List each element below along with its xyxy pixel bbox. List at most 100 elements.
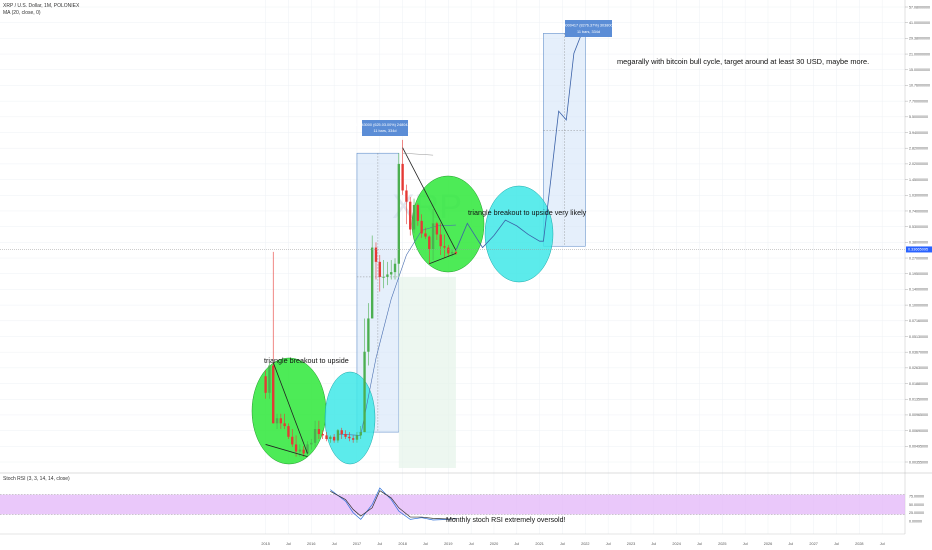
- price-label: 0.53000000: [909, 225, 928, 229]
- candle-body: [355, 435, 359, 440]
- symbol-header: XRP / U.S. Dollar, 1M, POLONIEX: [3, 3, 80, 9]
- measure-label-2-line2: 11 bars, 334d: [577, 30, 600, 34]
- candle-body: [386, 274, 389, 277]
- candle: [355, 432, 359, 443]
- candle-body: [431, 223, 435, 249]
- candle-body: [397, 163, 400, 264]
- candle: [306, 441, 309, 457]
- candle-body: [435, 223, 439, 235]
- candle-body: [294, 444, 298, 452]
- price-label: 0.03670000: [909, 350, 928, 354]
- candle: [386, 261, 389, 286]
- trendline-2-lower: [429, 253, 457, 265]
- time-label: Jul: [606, 542, 611, 546]
- candle: [424, 227, 427, 239]
- candle: [340, 427, 343, 439]
- candle-body: [317, 428, 321, 435]
- candle-body: [306, 444, 309, 454]
- time-label: Jul: [697, 542, 702, 546]
- candle-body: [268, 365, 271, 393]
- candle: [363, 318, 366, 433]
- annotation-target: megarally with bitcoin bull cycle, targe…: [617, 57, 869, 66]
- candle-body: [321, 434, 324, 436]
- price-label: 0.07160000: [909, 319, 928, 323]
- candle-body: [370, 247, 374, 319]
- candle-body: [348, 436, 351, 439]
- price-label: 0.00690000: [909, 429, 928, 433]
- candle: [431, 209, 435, 261]
- candle-body: [412, 204, 416, 230]
- candle-body: [351, 438, 355, 440]
- candle-body: [401, 163, 404, 191]
- candle-body: [336, 430, 340, 441]
- price-label: 0.00965000: [909, 413, 928, 417]
- time-label: 2023: [627, 542, 635, 546]
- candle: [367, 303, 370, 366]
- candle-body: [374, 247, 378, 262]
- measure-label-1: 2.48043000 (625.03.00%) 2480430000 11 ba…: [352, 120, 418, 136]
- stoch-rsi-level-label: 75.00000: [909, 495, 924, 499]
- candle-body: [279, 418, 283, 424]
- candle: [390, 260, 393, 280]
- candle-body: [272, 365, 275, 424]
- candle: [329, 435, 332, 443]
- indicator-header: MA (20, close, 0): [3, 10, 41, 16]
- candle: [393, 258, 397, 280]
- price-label: 10.76000000: [909, 84, 930, 88]
- time-label: 2026: [764, 542, 772, 546]
- trendline-1-upper: [272, 362, 308, 454]
- time-label: 2015: [261, 542, 269, 546]
- time-label: Jul: [423, 542, 428, 546]
- candle-body: [344, 434, 347, 437]
- candle: [447, 244, 450, 257]
- time-label: Jul: [560, 542, 565, 546]
- candle-body: [443, 246, 446, 248]
- projection-zone: [398, 276, 456, 468]
- candle: [405, 184, 408, 225]
- candle: [351, 435, 355, 443]
- price-label: 0.14000000: [909, 288, 928, 292]
- candle-body: [291, 436, 294, 445]
- stoch-rsi-lines: [330, 487, 456, 521]
- price-label: 0.19500000: [909, 272, 928, 276]
- candle-body: [439, 234, 442, 247]
- candle-body: [332, 436, 336, 441]
- candle: [275, 413, 279, 429]
- candle-body: [409, 201, 412, 230]
- main-pane: XRP: [0, 0, 905, 534]
- candle: [348, 432, 351, 442]
- candle: [332, 434, 336, 443]
- candle-body: [302, 449, 305, 454]
- price-label: 2.82000000: [909, 147, 928, 151]
- candle-body: [405, 190, 408, 202]
- candle-body: [298, 449, 302, 452]
- stoch-rsi-level-label: 50.00000: [909, 503, 924, 507]
- trendlines: [265, 147, 457, 457]
- time-label: Jul: [651, 542, 656, 546]
- price-label: 29.38000000: [909, 37, 930, 41]
- stoch-rsi-levels: 75.00000 50.00000 25.00000 0.00000: [0, 494, 924, 523]
- price-label: 0.02630000: [909, 366, 928, 370]
- time-labels: 2015 Jul 2016 Jul 2017 Jul 2018 Jul 2019 Jul 2020 J…: [261, 542, 884, 546]
- time-label: 2018: [398, 542, 406, 546]
- ma20-line: [337, 224, 456, 436]
- time-label: 2017: [353, 542, 361, 546]
- candle: [317, 420, 321, 439]
- price-label: 0.01880000: [909, 382, 928, 386]
- price-label: 2.02000000: [909, 162, 928, 166]
- green-ellipse-1: [251, 357, 327, 465]
- candle-body: [424, 233, 427, 237]
- candle-body: [454, 251, 458, 254]
- candle-body: [329, 436, 332, 439]
- candle: [420, 214, 423, 238]
- candle-body: [447, 247, 450, 254]
- time-label: 2022: [581, 542, 589, 546]
- candle-body: [359, 432, 362, 436]
- candle: [382, 260, 385, 289]
- time-label: Jul: [514, 542, 519, 546]
- candle: [397, 153, 400, 277]
- candle: [287, 423, 290, 439]
- annotation-triangle2: triangle breakout to upside very likely: [468, 208, 587, 217]
- candle-body: [416, 204, 420, 221]
- candle: [409, 197, 412, 236]
